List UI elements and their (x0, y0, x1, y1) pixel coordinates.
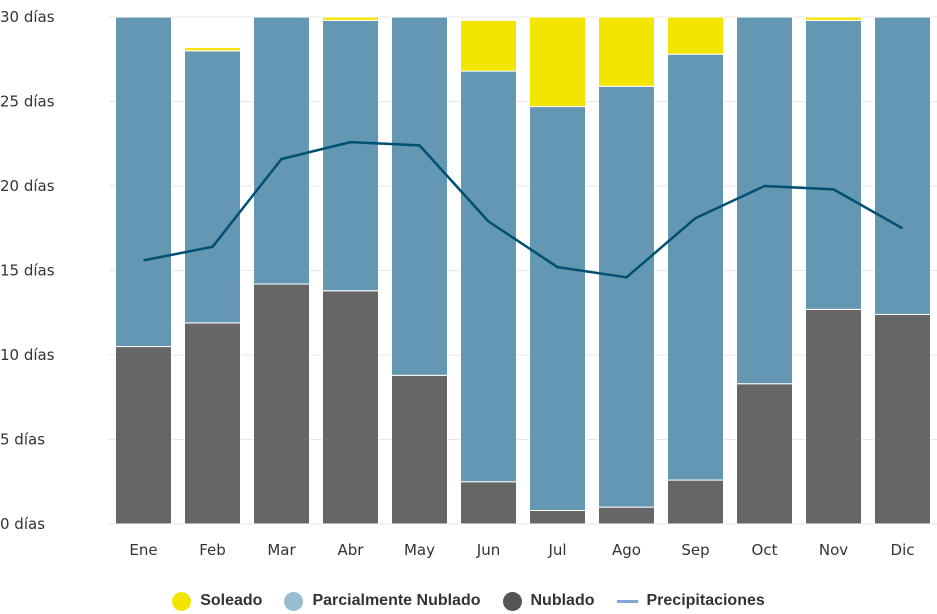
x-tick-label: Ene (129, 541, 157, 559)
legend-item-precipitaciones[interactable]: Precipitaciones (616, 592, 765, 610)
x-tick-label: Nov (819, 541, 848, 559)
legend-line-swatch (616, 599, 638, 603)
x-tick-label: Ago (612, 541, 641, 559)
legend-label: Parcialmente Nublado (312, 592, 481, 609)
bars (115, 16, 931, 525)
bar-segment-soleado (667, 16, 724, 55)
bar-segment-nublado (805, 308, 862, 525)
legend-circle-swatch (284, 591, 304, 611)
x-tick-label: Abr (338, 541, 365, 559)
y-axis: 0 días 5 días 10 días 15 días 20 días 25 días… (0, 8, 55, 533)
grid-lines (109, 16, 937, 525)
legend-label: Precipitaciones (646, 592, 765, 609)
x-tick-label: Dic (891, 541, 915, 559)
bar-segment-nublado (253, 283, 310, 525)
bar-segment-soleado (529, 16, 586, 108)
legend-circle-swatch (172, 591, 192, 611)
x-tick-label: Feb (199, 541, 226, 559)
y-tick-label: 30 días (0, 8, 55, 26)
legend: Soleado Parcialmente Nublado Nublado Precip… (0, 588, 937, 614)
legend-item-nublado[interactable]: Nublado (502, 591, 595, 611)
bar-segment-parcialmente-nublado (253, 16, 310, 285)
legend-circle-swatch (502, 591, 522, 611)
y-tick-label: 15 días (0, 262, 55, 280)
y-tick-label: 5 días (0, 431, 45, 449)
bar-segment-parcialmente-nublado (874, 16, 931, 315)
bar-segment-nublado (322, 290, 379, 525)
y-tick-label: 20 días (0, 177, 55, 195)
y-tick-label: 10 días (0, 346, 55, 364)
bar-segment-parcialmente-nublado (184, 50, 241, 324)
chart-area: 0 días 5 días 10 días 15 días 20 días 25 días… (0, 8, 937, 559)
bar-segment-parcialmente-nublado (736, 16, 793, 385)
x-tick-label: Sep (681, 541, 709, 559)
legend-item-parcialmente-nublado[interactable]: Parcialmente Nublado (284, 591, 481, 611)
bar-segment-soleado (322, 16, 379, 21)
x-tick-label: May (404, 541, 435, 559)
bar-segment-parcialmente-nublado (460, 70, 517, 483)
x-tick-label: Jun (476, 541, 500, 559)
bar-segment-nublado (115, 346, 172, 525)
bar-segment-soleado (598, 16, 655, 87)
bar-segment-soleado (805, 16, 862, 21)
bar-segment-nublado (184, 322, 241, 525)
y-tick-label: 25 días (0, 93, 55, 111)
bar-segment-soleado (184, 46, 241, 52)
precipitation-line-group (143, 140, 904, 279)
bar-segment-parcialmente-nublado (529, 106, 586, 511)
bar-segment-parcialmente-nublado (322, 19, 379, 292)
x-tick-label: Mar (267, 541, 296, 559)
bar-segment-nublado (736, 383, 793, 525)
bar-segment-soleado (460, 19, 517, 72)
bar-segment-parcialmente-nublado (391, 16, 448, 376)
y-tick-label: 0 días (0, 515, 45, 533)
legend-label: Soleado (200, 592, 263, 609)
bar-segment-nublado (598, 506, 655, 525)
bar-segment-nublado (874, 313, 931, 525)
bar-segment-parcialmente-nublado (667, 53, 724, 481)
x-axis: Ene Feb Mar Abr May Jun Jul Ago Sep Oct Nov Dic (129, 541, 914, 559)
legend-item-soleado[interactable]: Soleado (172, 591, 263, 611)
bar-segment-nublado (667, 479, 724, 525)
x-tick-label: Oct (752, 541, 778, 559)
x-tick-label: Jul (547, 541, 566, 559)
legend-label: Nublado (530, 592, 595, 609)
bar-segment-nublado (529, 509, 586, 525)
precipitation-line (143, 140, 904, 279)
bar-segment-nublado (460, 481, 517, 525)
bar-segment-parcialmente-nublado (115, 16, 172, 348)
bar-segment-nublado (391, 374, 448, 525)
bar-segment-parcialmente-nublado (805, 19, 862, 310)
bar-segment-parcialmente-nublado (598, 85, 655, 508)
